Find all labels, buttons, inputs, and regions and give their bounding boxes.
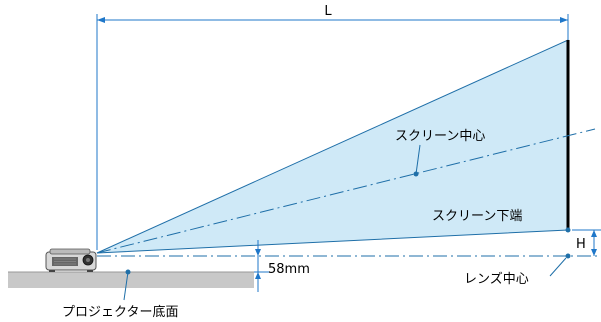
- projector-icon: [45, 248, 97, 272]
- lens-center-point: [565, 253, 571, 259]
- lens-center-leader: [549, 257, 567, 277]
- screen-center-label: スクリーン中心: [395, 129, 485, 144]
- offset-dimension: 58mm: [254, 240, 310, 292]
- offset-label: 58mm: [268, 262, 310, 277]
- distance-dimension: L: [96, 4, 569, 250]
- height-dimension: H: [572, 229, 601, 256]
- screen-center-leader: [415, 144, 421, 175]
- projector-bottom-leader: [123, 271, 129, 301]
- lens-center-label: レンズ中心: [464, 271, 529, 287]
- screen-bottom-point: [565, 227, 571, 233]
- floor: [8, 272, 254, 288]
- projector-bottom-label: プロジェクター底面: [62, 304, 178, 320]
- height-label: H: [576, 237, 586, 252]
- distance-label: L: [324, 4, 332, 19]
- screen-center-line: [96, 128, 596, 254]
- screen-bottom-label: スクリーン下端: [432, 209, 522, 224]
